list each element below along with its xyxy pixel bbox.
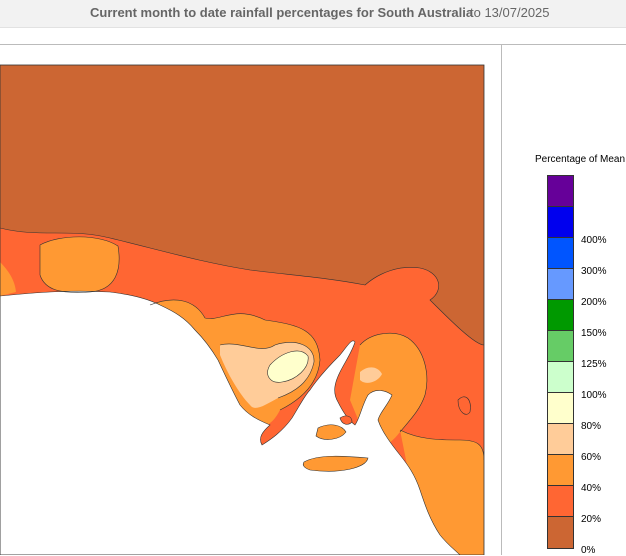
date-label: to 13/07/2025 — [470, 5, 550, 20]
legend-swatch — [548, 269, 573, 300]
kangaroo-island — [302, 455, 369, 472]
contour-line — [267, 350, 309, 383]
contour-line — [0, 227, 484, 346]
contour-line — [359, 332, 428, 433]
legend-panel — [502, 44, 626, 555]
contour-line — [219, 342, 315, 399]
legend-swatch — [548, 517, 573, 548]
legend-label: 400% — [581, 235, 607, 246]
legend-label: 150% — [581, 328, 607, 339]
map-band-80-100 — [267, 350, 309, 383]
map-band-60-80 — [220, 342, 382, 408]
title-bar: Current month to date rainfall percentag… — [0, 0, 626, 28]
legend-swatch — [548, 207, 573, 238]
legend-label: 40% — [581, 483, 602, 494]
gulf-island — [315, 424, 347, 440]
legend-swatch — [548, 393, 573, 424]
map-panel — [0, 44, 502, 555]
legend-title: Percentage of Mean — [535, 154, 626, 165]
legend-label: 20% — [581, 514, 602, 525]
legend-label: 125% — [581, 359, 607, 370]
legend-label: 200% — [581, 297, 607, 308]
gulf-island-small — [339, 415, 353, 425]
legend-label: 300% — [581, 266, 607, 277]
legend-swatch — [548, 238, 573, 269]
legend-label: 0% — [581, 545, 596, 556]
legend-label: 80% — [581, 421, 602, 432]
legend-swatch — [548, 455, 573, 486]
map-frame — [0, 64, 485, 555]
legend-swatch — [548, 300, 573, 331]
legend-label: 100% — [581, 390, 607, 401]
contour-line — [149, 299, 321, 411]
page-title: Current month to date rainfall percentag… — [90, 5, 474, 20]
legend-swatch — [548, 486, 573, 517]
legend-swatch — [548, 362, 573, 393]
legend-label: 60% — [581, 452, 602, 463]
legend-swatch — [548, 331, 573, 362]
contour-line — [39, 236, 120, 293]
contour-line — [399, 429, 484, 461]
legend-swatch — [548, 424, 573, 455]
legend-swatch — [548, 176, 573, 207]
contour-line — [457, 396, 471, 415]
sea-area — [0, 290, 461, 555]
legend-color-bar — [547, 175, 574, 549]
map-band-40-60 — [0, 236, 484, 555]
